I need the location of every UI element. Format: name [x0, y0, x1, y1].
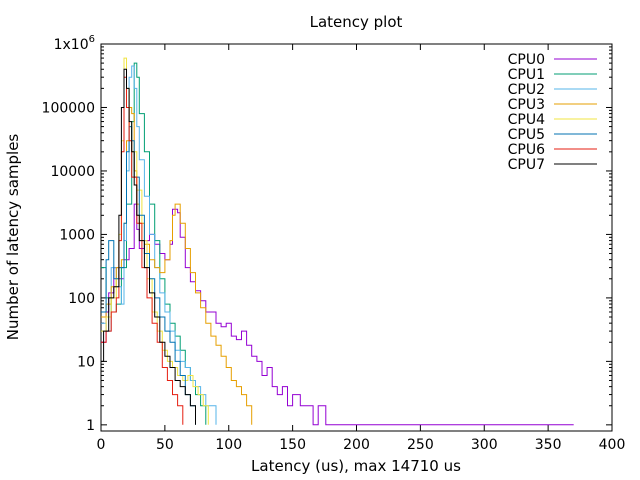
series-line-cpu7 — [101, 68, 196, 425]
x-tick-label: 350 — [535, 437, 562, 453]
x-tick-label: 200 — [343, 437, 370, 453]
series-lines — [101, 57, 574, 426]
chart-title: Latency plot — [310, 13, 403, 31]
y-tick-label: 1000 — [59, 227, 95, 243]
x-axis-label: Latency (us), max 14710 us — [251, 457, 461, 475]
y-axis-ticks: 1 10 100 1000 10000 100000 1x106 — [42, 34, 612, 434]
series-line-cpu6 — [101, 76, 184, 425]
y-tick-label: 100000 — [42, 100, 95, 116]
legend-label-cpu7: CPU7 — [508, 157, 545, 173]
x-tick-label: 300 — [471, 437, 498, 453]
y-tick-label: 100 — [68, 291, 95, 307]
x-tick-label: 250 — [407, 437, 434, 453]
y-tick-label: 10 — [77, 354, 95, 370]
legend-label-cpu0: CPU0 — [508, 52, 545, 68]
legend-label-cpu3: CPU3 — [508, 97, 545, 113]
x-axis-ticks: 0 50 100 150 200 250 300 350 400 — [97, 44, 626, 453]
x-tick-label: 150 — [279, 437, 306, 453]
y-tick-label: 1 — [86, 418, 95, 434]
series-line-cpu0 — [101, 203, 574, 426]
legend-label-cpu1: CPU1 — [508, 67, 545, 83]
y-tick-label: 10000 — [50, 164, 95, 180]
x-tick-label: 0 — [97, 437, 106, 453]
x-tick-label: 100 — [215, 437, 242, 453]
legend-label-cpu4: CPU4 — [508, 112, 545, 128]
series-line-cpu2 — [101, 65, 217, 425]
x-tick-label: 400 — [599, 437, 626, 453]
legend-label-cpu5: CPU5 — [508, 127, 545, 143]
legend-label-cpu6: CPU6 — [508, 142, 545, 158]
y-axis-label: Number of latency samples — [4, 134, 22, 341]
legend-label-cpu2: CPU2 — [508, 82, 545, 98]
x-tick-label: 50 — [156, 437, 174, 453]
y-tick-label: 1x106 — [54, 34, 95, 53]
series-line-cpu5 — [101, 126, 196, 425]
